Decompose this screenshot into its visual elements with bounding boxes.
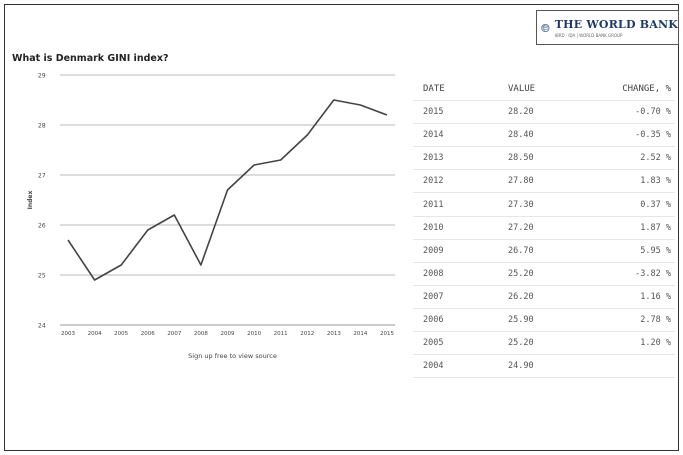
table-cell-change: 2.78 % xyxy=(640,314,671,325)
table-cell-change: -3.82 % xyxy=(635,268,671,279)
x-tick-label: 2009 xyxy=(221,331,235,337)
y-tick-label: 27 xyxy=(38,173,46,180)
x-tick-label: 2007 xyxy=(167,331,181,337)
x-tick-label: 2006 xyxy=(141,331,155,337)
x-tick-label: 2011 xyxy=(274,331,288,337)
table-cell-value: 28.40 xyxy=(508,130,534,141)
chart-title: What is Denmark GINI index? xyxy=(12,53,169,64)
table-cell-change: 0.37 % xyxy=(640,199,671,210)
x-tick-label: 2005 xyxy=(114,331,128,337)
table-cell-value: 26.20 xyxy=(508,291,534,302)
table-row: 2012 27.80 1.83 % xyxy=(413,170,675,194)
y-axis-label: Index xyxy=(27,191,34,210)
table-cell-value: 27.30 xyxy=(508,199,534,210)
table-cell-date: 2013 xyxy=(423,153,444,164)
x-tick-label: 2014 xyxy=(353,331,367,337)
y-tick-label: 26 xyxy=(38,223,46,230)
data-table: DATE VALUE CHANGE, % 2015 28.20 -0.70 % 201… xyxy=(413,78,675,379)
y-tick-label: 29 xyxy=(38,73,46,80)
x-tick-label: 2012 xyxy=(300,331,314,337)
table-cell-date: 2014 xyxy=(423,130,444,141)
y-tick-label: 25 xyxy=(38,273,46,280)
table-cell-value: 25.20 xyxy=(508,338,534,349)
table-cell-date: 2012 xyxy=(423,176,444,187)
table-cell-date: 2005 xyxy=(423,338,444,349)
table-cell-value: 27.20 xyxy=(508,222,534,233)
table-cell-change: 2.52 % xyxy=(640,153,671,164)
table-row: 2009 26.70 5.95 % xyxy=(413,240,675,263)
logo-title: THE WORLD BANK xyxy=(554,17,678,31)
table-cell-value: 28.50 xyxy=(508,153,534,164)
x-tick-label: 2003 xyxy=(61,331,75,337)
x-tick-label: 2013 xyxy=(327,331,341,337)
table-row: 2006 25.90 2.78 % xyxy=(413,309,675,333)
table-cell-date: 2007 xyxy=(423,291,444,302)
table-cell-date: 2010 xyxy=(423,222,444,233)
x-tick-label: 2010 xyxy=(247,331,261,337)
y-tick-label: 28 xyxy=(38,123,46,130)
table-row: 2011 27.30 0.37 % xyxy=(413,193,675,217)
table-cell-change: 1.16 % xyxy=(640,291,671,302)
table-row: 2008 25.20 -3.82 % xyxy=(413,263,675,286)
y-tick-label: 24 xyxy=(38,323,46,330)
table-cell-date: 2015 xyxy=(423,107,444,118)
table-row: 2013 28.50 2.52 % xyxy=(413,147,675,171)
table-cell-change: -0.70 % xyxy=(635,107,671,118)
table-cell-change: 1.83 % xyxy=(640,176,671,187)
table-header-row: DATE VALUE CHANGE, % xyxy=(413,78,675,102)
series-line xyxy=(67,99,388,281)
table-cell-value: 27.80 xyxy=(508,176,534,187)
table-cell-value: 28.20 xyxy=(508,107,534,118)
chart-source-link[interactable]: Sign up free to view source xyxy=(188,352,277,360)
table-header-date: DATE xyxy=(423,84,445,95)
table-cell-date: 2004 xyxy=(423,361,444,372)
logo-text: THE WORLD BANK IBRD · IDA | WORLD BANK G… xyxy=(555,18,678,38)
table-cell-date: 2008 xyxy=(423,268,444,279)
table-cell-value: 25.90 xyxy=(508,314,534,325)
table-header-value: VALUE xyxy=(508,84,536,95)
table-cell-change: 5.95 % xyxy=(640,245,671,256)
world-bank-logo[interactable]: THE WORLD BANK IBRD · IDA | WORLD BANK G… xyxy=(536,10,679,45)
world-bank-globe-icon xyxy=(541,23,550,32)
table-header-change: CHANGE, % xyxy=(622,84,671,95)
table-cell-change: 1.20 % xyxy=(640,338,671,349)
x-tick-label: 2015 xyxy=(380,331,394,337)
table-row: 2005 25.20 1.20 % xyxy=(413,332,675,356)
table-row: 2007 26.20 1.16 % xyxy=(413,286,675,309)
table-cell-date: 2006 xyxy=(423,314,444,325)
table-cell-change: 1.87 % xyxy=(640,222,671,233)
table-cell-change: -0.35 % xyxy=(635,130,671,141)
x-tick-label: 2004 xyxy=(88,331,102,337)
table-cell-value: 26.70 xyxy=(508,245,534,256)
x-tick-label: 2008 xyxy=(194,331,208,337)
table-row: 2014 28.40 -0.35 % xyxy=(413,124,675,148)
table-row: 2004 24.90 xyxy=(413,355,675,379)
table-row: 2015 28.20 -0.70 % xyxy=(413,101,675,125)
table-cell-value: 25.20 xyxy=(508,268,534,279)
table-row: 2010 27.20 1.87 % xyxy=(413,217,675,240)
table-cell-date: 2009 xyxy=(423,245,444,256)
table-cell-value: 24.90 xyxy=(508,361,534,372)
page-frame xyxy=(4,4,679,451)
logo-subtitle: IBRD · IDA | WORLD BANK GROUP xyxy=(554,32,623,38)
table-cell-date: 2011 xyxy=(423,199,444,210)
